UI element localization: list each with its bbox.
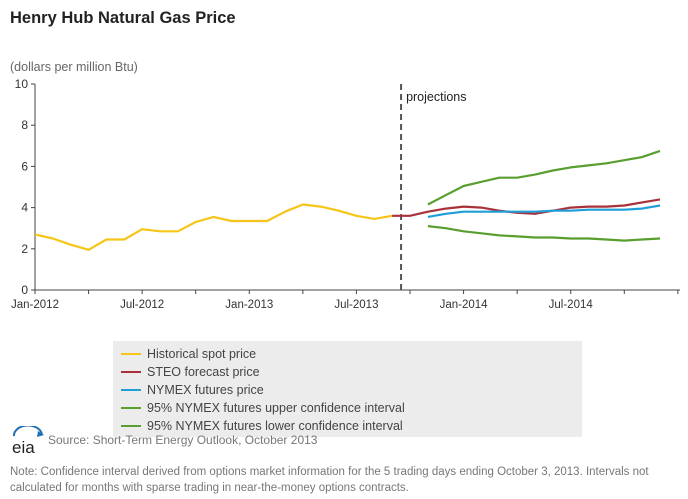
- x-tick-label: Jul-2012: [120, 299, 164, 311]
- y-tick-label: 0: [21, 283, 28, 297]
- legend-item: NYMEX futures price: [121, 381, 264, 399]
- y-tick-label: 10: [15, 77, 29, 91]
- projection-label: projections: [406, 90, 466, 104]
- legend-label: 95% NYMEX futures upper confidence inter…: [147, 401, 405, 415]
- legend-swatch: [121, 389, 141, 391]
- y-tick-label: 2: [21, 242, 28, 256]
- y-axis-unit-label: (dollars per million Btu): [10, 60, 138, 74]
- series-line-3: [427, 204, 661, 218]
- legend-label: Historical spot price: [147, 347, 257, 361]
- series-line-5: [427, 225, 661, 242]
- y-tick-label: 6: [21, 159, 28, 173]
- series-line-1: [34, 203, 393, 251]
- series-line-4: [427, 149, 661, 206]
- source-note: Source: Short-Term Energy Outlook, Octob…: [48, 433, 318, 447]
- legend-label: STEO forecast price: [147, 365, 260, 379]
- eia-logo: eia: [8, 424, 48, 461]
- y-tick-label: 4: [21, 201, 28, 215]
- x-tick-label: Jul-2014: [549, 299, 594, 311]
- x-tick-label: Jan-2013: [225, 299, 273, 311]
- legend-label: NYMEX futures price: [147, 383, 264, 397]
- x-tick-label: Jul-2013: [334, 299, 378, 311]
- chart-legend: Historical spot price STEO forecast price…: [113, 341, 582, 437]
- legend-label: 95% NYMEX futures lower confidence inter…: [147, 419, 403, 433]
- footnote: Note: Confidence interval derived from o…: [10, 466, 649, 494]
- chart-title: Henry Hub Natural Gas Price: [10, 9, 236, 27]
- legend-swatch: [121, 371, 141, 373]
- x-tick-label: Jan-2012: [11, 299, 59, 311]
- legend-swatch: [121, 407, 141, 409]
- legend-item: STEO forecast price: [121, 363, 260, 381]
- legend-item: 95% NYMEX futures upper confidence inter…: [121, 399, 405, 417]
- line-chart: 0 2 4 6 8 10 Jan-2012 Jul-2012 Jan-2013 Jul-2013 J…: [11, 77, 680, 311]
- y-tick-label: 8: [21, 118, 28, 132]
- legend-item: 95% NYMEX futures lower confidence inter…: [121, 417, 403, 435]
- legend-swatch: [121, 353, 141, 355]
- legend-swatch: [121, 425, 141, 427]
- series-line-2: [392, 198, 661, 217]
- svg-text:eia: eia: [12, 438, 35, 456]
- x-tick-label: Jan-2014: [440, 299, 489, 311]
- legend-item: Historical spot price: [121, 345, 256, 363]
